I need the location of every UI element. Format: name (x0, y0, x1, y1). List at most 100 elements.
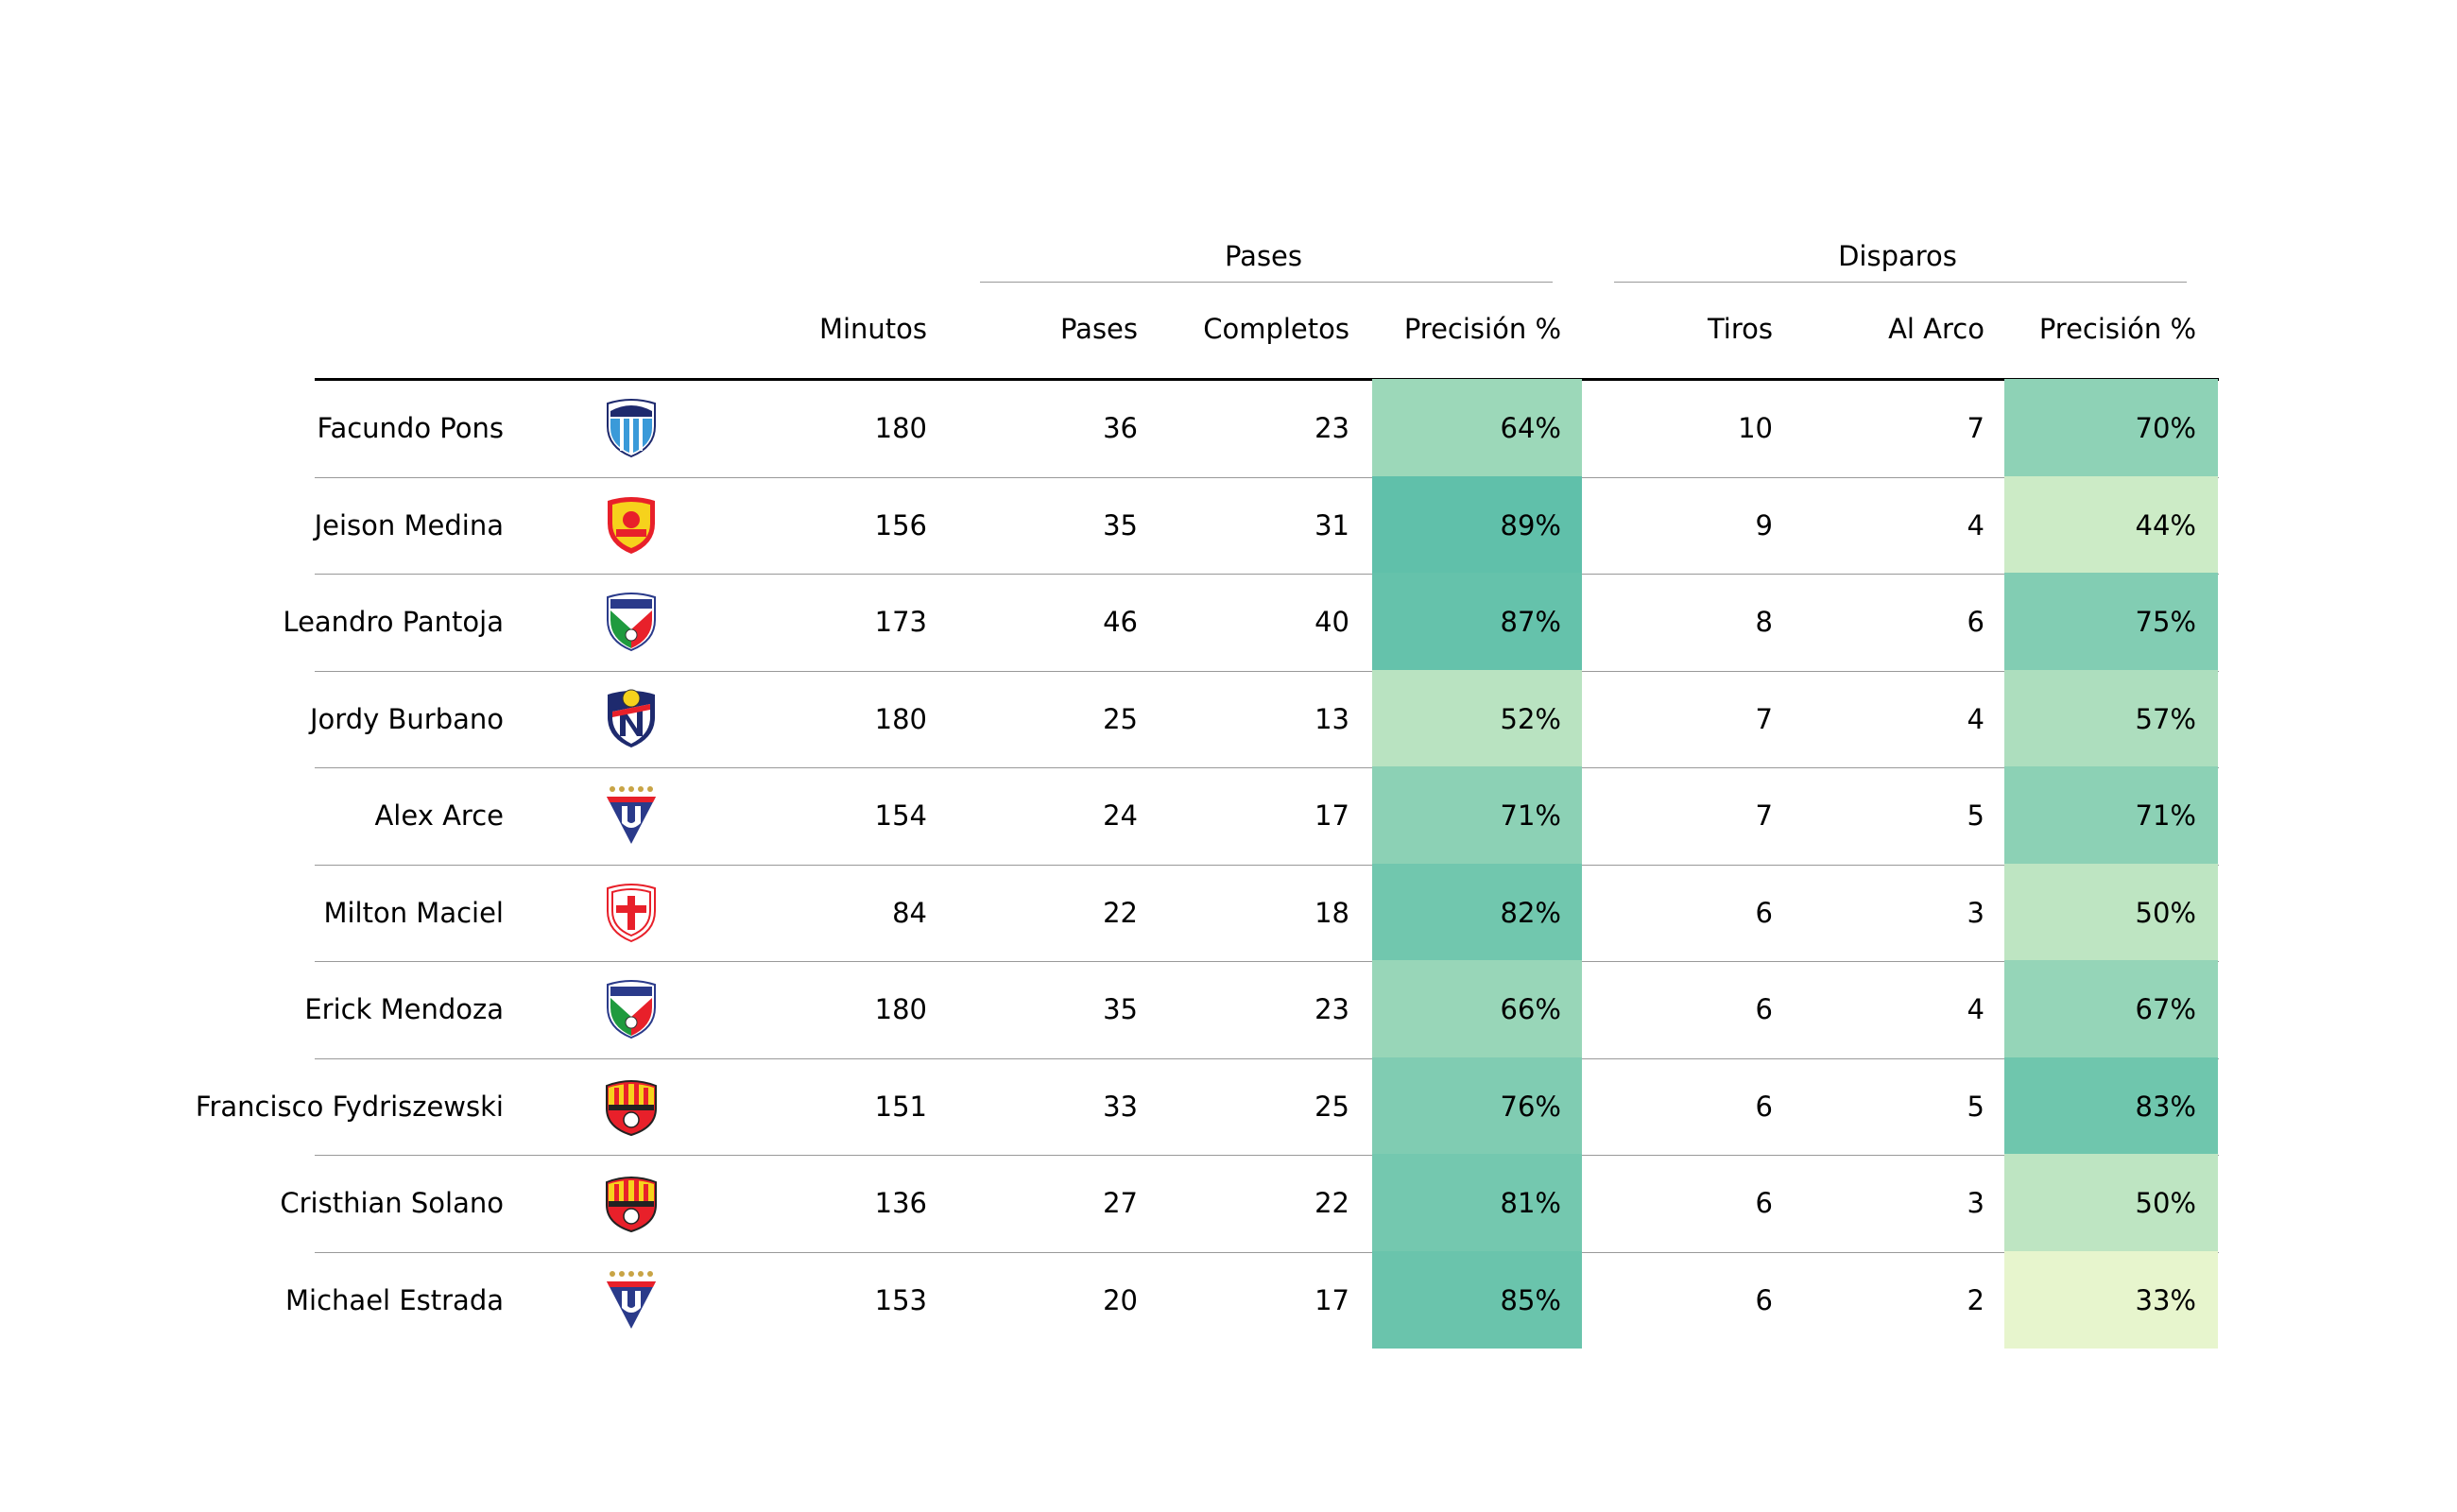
cell-passes: 35 (1103, 993, 1138, 1026)
heat-cell-pass-pct (1372, 1057, 1582, 1155)
cell-on-target: 4 (1967, 702, 1984, 735)
cell-on-target: 3 (1967, 896, 1984, 929)
cell-pass-pct: 76% (1500, 1090, 1561, 1123)
cell-minutes: 156 (874, 508, 927, 541)
heat-cell-shot-pct (2004, 669, 2218, 767)
player-name: Jordy Burbano (310, 702, 504, 735)
cell-shot-pct: 33% (2135, 1283, 2196, 1316)
heat-cell-pass-pct (1372, 1154, 1582, 1252)
cell-on-target: 4 (1967, 993, 1984, 1026)
heat-cell-shot-pct (2004, 1057, 2218, 1155)
cell-completed: 13 (1314, 702, 1349, 735)
cell-passes: 33 (1103, 1090, 1138, 1123)
cell-on-target: 2 (1967, 1283, 1984, 1316)
row-divider (315, 961, 2219, 962)
col-header-completos: Completos (1203, 313, 1349, 345)
row-divider (315, 574, 2219, 575)
cell-shot-pct: 44% (2135, 508, 2196, 541)
cell-minutes: 173 (874, 606, 927, 639)
heat-cell-pass-pct (1372, 475, 1582, 574)
cell-shot-pct: 67% (2135, 993, 2196, 1026)
cell-on-target: 4 (1967, 508, 1984, 541)
cell-shot-pct: 75% (2135, 606, 2196, 639)
row-divider (315, 864, 2219, 866)
independiente-crest-icon (603, 592, 660, 656)
cell-on-target: 5 (1967, 799, 1984, 833)
cell-shot-pct: 57% (2135, 702, 2196, 735)
player-name: Francisco Fydriszewski (195, 1090, 504, 1123)
cell-shots: 9 (1755, 508, 1773, 541)
cell-shots: 7 (1755, 702, 1773, 735)
heat-cell-shot-pct (2004, 766, 2218, 865)
cell-on-target: 6 (1967, 606, 1984, 639)
cell-minutes: 154 (874, 799, 927, 833)
cell-pass-pct: 52% (1500, 702, 1561, 735)
player-name: Milton Maciel (323, 896, 504, 929)
cell-shots: 6 (1755, 993, 1773, 1026)
cell-shots: 6 (1755, 1090, 1773, 1123)
cell-passes: 35 (1103, 508, 1138, 541)
group-header-pases: Pases (1224, 240, 1302, 272)
cell-completed: 23 (1314, 993, 1349, 1026)
cell-shots: 10 (1738, 412, 1773, 445)
cell-minutes: 180 (874, 993, 927, 1026)
heat-cell-pass-pct (1372, 669, 1582, 767)
heat-cell-shot-pct (2004, 1250, 2218, 1349)
cell-pass-pct: 64% (1500, 412, 1561, 445)
heat-cell-pass-pct (1372, 1250, 1582, 1349)
group-rule-disparos (1614, 282, 2187, 283)
heat-cell-pass-pct (1372, 863, 1582, 961)
col-header-tiros: Tiros (1707, 313, 1773, 345)
cell-completed: 25 (1314, 1090, 1349, 1123)
row-divider (315, 767, 2219, 768)
player-name: Erick Mendoza (304, 993, 504, 1026)
barcelona-sc-crest-icon (603, 1076, 660, 1141)
el-nacional-crest-icon (603, 689, 660, 753)
cell-minutes: 84 (892, 896, 927, 929)
cell-pass-pct: 85% (1500, 1283, 1561, 1316)
cell-completed: 22 (1314, 1187, 1349, 1220)
cell-completed: 31 (1314, 508, 1349, 541)
cell-on-target: 5 (1967, 1090, 1984, 1123)
heat-cell-pass-pct (1372, 573, 1582, 671)
col-header-minutos: Minutos (818, 313, 927, 345)
col-header-al-arco: Al Arco (1888, 313, 1984, 345)
cell-passes: 25 (1103, 702, 1138, 735)
heat-cell-shot-pct (2004, 1154, 2218, 1252)
player-name: Michael Estrada (285, 1283, 504, 1316)
heat-cell-shot-pct (2004, 475, 2218, 574)
row-divider (315, 476, 2219, 478)
cell-shots: 6 (1755, 1187, 1773, 1220)
cell-minutes: 180 (874, 412, 927, 445)
cell-minutes: 151 (874, 1090, 927, 1123)
col-header-precision-pases: Precisión % (1403, 313, 1561, 345)
player-name: Facundo Pons (317, 412, 504, 445)
cell-shots: 8 (1755, 606, 1773, 639)
row-divider (315, 670, 2219, 672)
heat-cell-shot-pct (2004, 960, 2218, 1058)
cell-passes: 27 (1103, 1187, 1138, 1220)
cell-passes: 20 (1103, 1283, 1138, 1316)
cell-passes: 22 (1103, 896, 1138, 929)
cell-pass-pct: 71% (1500, 799, 1561, 833)
heat-cell-shot-pct (2004, 573, 2218, 671)
cell-completed: 18 (1314, 896, 1349, 929)
row-divider (315, 1251, 2219, 1253)
cell-passes: 24 (1103, 799, 1138, 833)
group-rule-pases (980, 282, 1553, 283)
macara-crest-icon (603, 398, 660, 462)
cell-passes: 36 (1103, 412, 1138, 445)
cell-completed: 40 (1314, 606, 1349, 639)
cell-pass-pct: 66% (1500, 993, 1561, 1026)
cell-shot-pct: 71% (2135, 799, 2196, 833)
player-name: Alex Arce (374, 799, 504, 833)
tecnico-universitario-crest-icon (603, 883, 660, 947)
row-divider (315, 1155, 2219, 1156)
cell-shot-pct: 83% (2135, 1090, 2196, 1123)
heat-cell-pass-pct (1372, 960, 1582, 1058)
player-name: Jeison Medina (314, 508, 504, 541)
aucas-crest-icon (603, 495, 660, 559)
cell-pass-pct: 87% (1500, 606, 1561, 639)
group-header-disparos: Disparos (1838, 240, 1957, 272)
barcelona-sc-crest-icon (603, 1173, 660, 1237)
